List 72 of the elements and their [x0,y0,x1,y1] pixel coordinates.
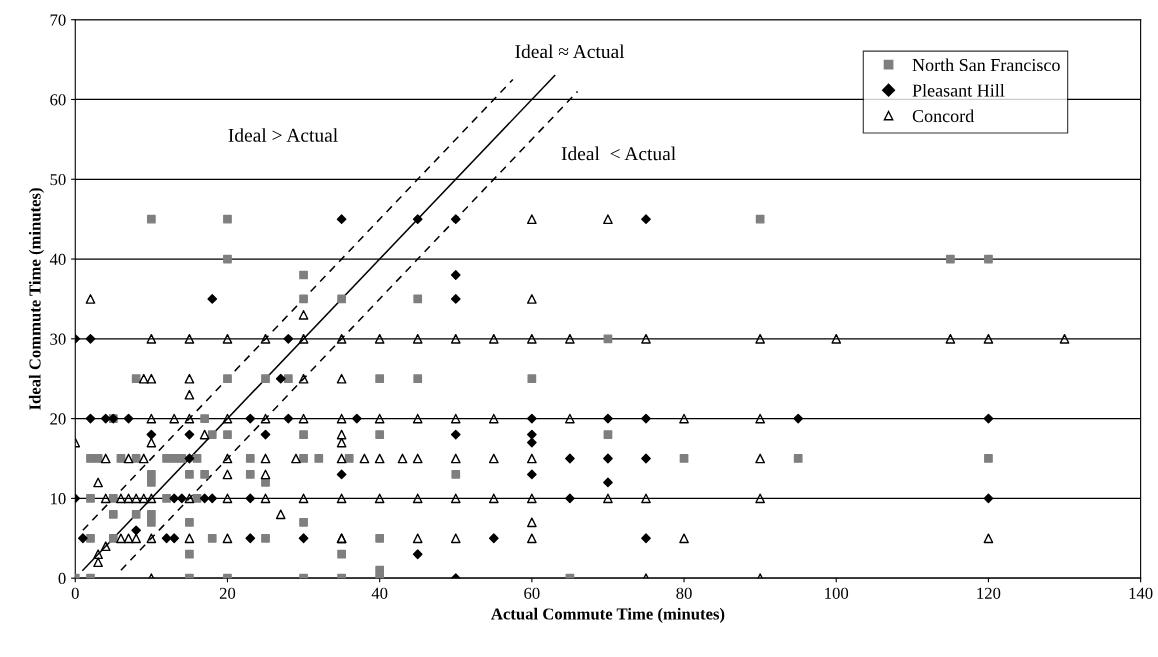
point [336,214,347,225]
point [641,214,651,225]
x-tick-label: 120 [977,587,1001,599]
point [199,493,210,504]
point [275,373,286,384]
point [245,533,256,544]
point [131,525,142,536]
point [983,493,994,504]
x-tick-label: 80 [676,587,692,599]
point [450,294,461,304]
point [260,429,271,440]
point [526,469,537,480]
point [412,214,423,225]
x-tick-label: 100 [825,587,849,599]
point [298,533,309,544]
point [245,493,256,504]
point [565,453,575,464]
point [283,413,294,424]
point [488,533,499,544]
x-tick-label: 60 [524,587,540,599]
y-tick-label: 40 [49,253,66,265]
x-tick-label: 140 [1129,587,1153,599]
annotation: Ideal < Actual [561,146,676,161]
point [161,533,172,544]
y-tick-label: 20 [50,413,66,425]
legend-label: Pleasant Hill [912,83,1005,97]
point [207,294,218,304]
point [603,453,613,464]
point [412,549,423,560]
point [123,413,134,424]
point [983,413,994,424]
y-tick-label: 60 [50,94,66,106]
point [207,493,218,504]
annotation: Ideal ≈ Actual [515,44,625,59]
x-tick-label: 0 [71,587,79,599]
point [245,413,256,424]
point [184,429,195,440]
point [450,429,461,440]
y-tick-label: 0 [58,572,66,585]
point [450,270,461,280]
y-tick-label: 70 [50,14,66,26]
annotation: Ideal > Actual [228,128,338,142]
x-tick-label: 20 [219,587,236,599]
point [793,413,804,424]
y-tick-label: 30 [50,333,66,345]
point [526,437,537,448]
point [85,413,96,424]
legend-label: Concord [912,109,974,123]
y-tick-label: 10 [51,493,66,505]
point [351,413,362,424]
point [169,533,180,544]
point [603,413,613,424]
point [526,413,537,424]
point [641,533,651,544]
point [641,453,651,464]
legend-label: North San Francisco [912,58,1060,72]
point [336,469,347,480]
point [100,413,111,424]
point [450,214,461,225]
x-tick-label: 40 [371,587,388,599]
point [85,333,96,344]
point [641,413,651,424]
y-axis-title: Ideal Commute Time (minutes) [28,188,45,410]
point [146,429,157,440]
point [283,333,294,344]
point [78,533,88,544]
point [184,453,195,464]
y-tick-label: 50 [50,173,66,186]
point [526,429,537,440]
x-axis-title: Actual Commute Time (minutes) [491,607,725,623]
point [565,493,575,504]
point [603,477,613,488]
